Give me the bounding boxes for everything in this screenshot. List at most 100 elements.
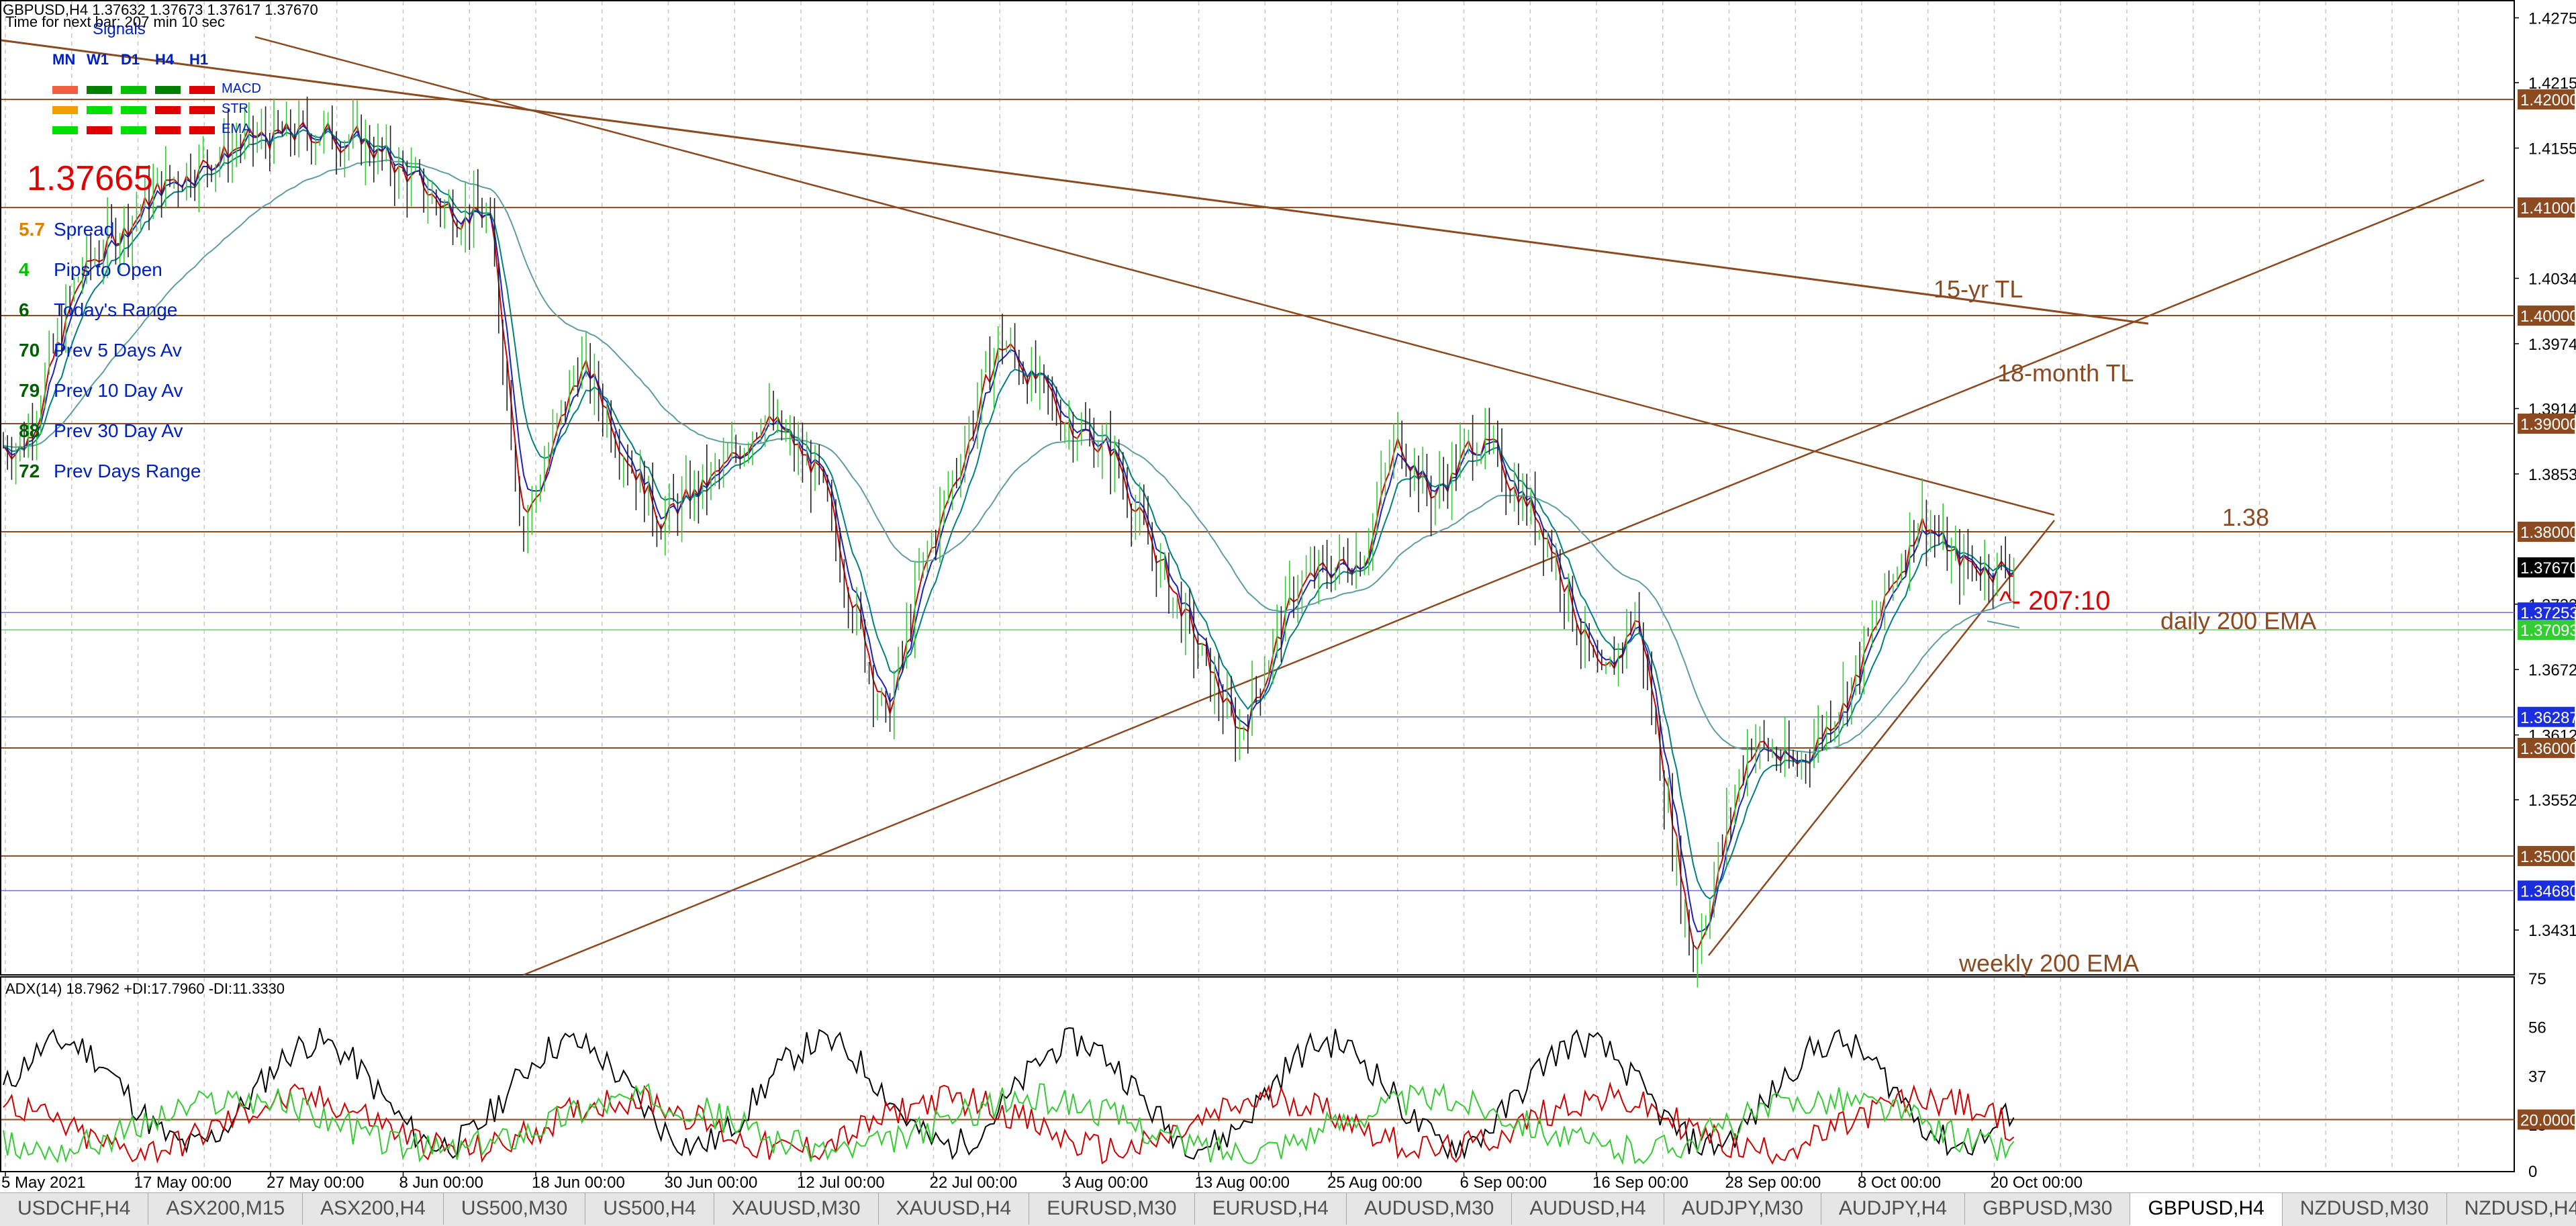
price-tick-label: 1.36725 <box>2528 661 2576 679</box>
signal-cell <box>87 86 112 94</box>
adx-tick-label: 37 <box>2528 1068 2546 1086</box>
chart-tab[interactable]: AUDJPY,M30 <box>1664 1193 1821 1225</box>
price-tick-label: 1.39740 <box>2528 336 2576 354</box>
adx-panel <box>1 1027 2514 1166</box>
time-tick-label: 30 Jun 00:00 <box>665 1174 758 1192</box>
chart-tab[interactable]: USDCHF,H4 <box>0 1193 149 1225</box>
annotation-15yr-tl: 15-yr TL <box>1934 275 2023 303</box>
daily-200-ema <box>3 159 2014 753</box>
price-level-marker <box>2518 89 2575 110</box>
ema-blue <box>3 124 2014 933</box>
chart-tab[interactable]: XAUUSD,H4 <box>879 1193 1030 1225</box>
time-tick-label: 20 Oct 00:00 <box>1991 1174 2083 1192</box>
adx-line <box>3 1027 2015 1160</box>
chart-tab[interactable]: XAUUSD,M30 <box>714 1193 879 1225</box>
signal-cell <box>52 126 78 134</box>
price-chart[interactable]: 1.427551.421551.415501.403451.397401.391… <box>0 0 2576 1192</box>
price-axis: 1.427551.421551.415501.403451.397401.391… <box>2514 10 2576 1181</box>
annotation-18month-tl: 18-month TL <box>1997 359 2134 387</box>
signal-row-label: STR <box>222 101 248 116</box>
signal-row-label: MACD <box>222 81 261 96</box>
daily-ema-extension <box>1987 620 2020 628</box>
annotation-138: 1.38 <box>2222 504 2270 531</box>
signal-timeframe-mn: MN <box>52 51 76 68</box>
signal-cell <box>121 106 146 114</box>
chart-tab[interactable]: EURUSD,M30 <box>1029 1193 1195 1225</box>
price-level-marker <box>2518 197 2575 218</box>
price-level-marker <box>2518 737 2575 758</box>
time-tick-label: 5 May 2021 <box>1 1174 85 1192</box>
price-level-label: 1.35000 <box>2520 848 2576 866</box>
minus-di-line <box>3 1081 2015 1165</box>
stat-label: Prev Days Range <box>54 461 201 481</box>
chart-tab[interactable]: AUDJPY,H4 <box>1821 1193 1966 1225</box>
signal-cell <box>189 126 215 134</box>
signal-timeframe-w1: W1 <box>87 51 109 68</box>
price-level-marker <box>2518 414 2575 434</box>
chart-tab[interactable]: NZDUSD,H4 <box>2447 1193 2576 1225</box>
chart-tab[interactable]: GBPUSD,H4 <box>2130 1193 2283 1226</box>
time-tick-label: 18 Jun 00:00 <box>532 1174 625 1192</box>
time-tick-label: 6 Sep 00:00 <box>1460 1174 1547 1192</box>
price-level-label: 1.37253 <box>2520 604 2576 622</box>
plus-di-line <box>3 1082 2015 1166</box>
chart-tab[interactable]: NZDUSD,M30 <box>2283 1193 2447 1225</box>
signal-cell <box>155 86 181 94</box>
stat-label: Pips to Open <box>54 259 162 280</box>
level-lines <box>1 99 2514 892</box>
adx-frame <box>0 976 2515 1172</box>
chart-tab[interactable]: EURUSD,H4 <box>1195 1193 1347 1225</box>
signal-timeframe-h4: H4 <box>155 51 175 68</box>
signal-cell <box>189 86 215 94</box>
price-level-label: 1.36287 <box>2520 709 2576 727</box>
price-tick-label: 1.34315 <box>2528 922 2576 940</box>
price-level-label: 1.39000 <box>2520 416 2576 434</box>
time-axis: 5 May 2021 17 May 00:00 27 May 00:00 8 Jun … <box>1 1172 2083 1192</box>
signal-cell <box>87 106 112 114</box>
price-tick-label: 1.42755 <box>2528 10 2576 28</box>
adx-tick-label: 75 <box>2528 970 2546 988</box>
ema-fast-red <box>3 121 2014 951</box>
trendline-15yr <box>1 39 2149 325</box>
signal-row-label: EMA <box>222 122 251 136</box>
chart-tab[interactable]: US500,M30 <box>444 1193 586 1225</box>
stat-value: 4 <box>19 259 30 280</box>
signal-cell <box>52 86 78 94</box>
chart-tab[interactable]: US500,H4 <box>585 1193 714 1225</box>
time-tick-label: 27 May 00:00 <box>267 1174 364 1192</box>
signal-cell <box>52 106 78 114</box>
price-level-label: 1.42000 <box>2520 91 2576 109</box>
price-level-label: 1.34680 <box>2520 882 2576 900</box>
stat-value: 6 <box>19 299 30 320</box>
bar-timer: Time for next bar: 207 min 10 sec <box>5 13 225 30</box>
chart-tab[interactable]: AUDUSD,H4 <box>1512 1193 1664 1225</box>
time-tick-label: 8 Jun 00:00 <box>399 1174 483 1192</box>
signals-title: Signals <box>93 20 146 38</box>
stat-label: Spread <box>54 219 115 240</box>
grid <box>0 0 2515 1172</box>
stat-label: Prev 10 Day Av <box>54 380 183 401</box>
chart-tab[interactable]: ASX200,H4 <box>303 1193 444 1225</box>
price-tick-label: 1.35520 <box>2528 792 2576 810</box>
chart-tab[interactable]: AUDUSD,M30 <box>1347 1193 1513 1225</box>
signal-timeframe-h1: H1 <box>189 51 209 68</box>
price-level-label: 1.36000 <box>2520 740 2576 758</box>
chart-tab[interactable]: ASX200,M15 <box>148 1193 303 1225</box>
stat-label: Today's Range <box>54 299 178 320</box>
price-level-marker <box>2518 305 2575 326</box>
price-level-marker <box>2518 706 2575 727</box>
signal-cell <box>121 86 146 94</box>
time-tick-label: 22 Jul 00:00 <box>930 1174 1018 1192</box>
signal-cell <box>155 106 181 114</box>
stat-value: 70 <box>19 340 40 361</box>
adx-level-marker <box>2518 1109 2575 1130</box>
adx-level-label: 20.0000 <box>2520 1111 2576 1129</box>
adx-tick-label: 0 <box>2528 1163 2537 1181</box>
price-tick-label: 1.38535 <box>2528 466 2576 484</box>
chart-tab[interactable]: GBPUSD,M30 <box>1965 1193 2131 1225</box>
time-tick-label: 17 May 00:00 <box>134 1174 232 1192</box>
price-level-marker <box>2518 880 2575 901</box>
price-level-marker <box>2518 602 2575 623</box>
time-tick-label: 8 Oct 00:00 <box>1858 1174 1941 1192</box>
price-level-label: 1.38000 <box>2520 524 2576 542</box>
